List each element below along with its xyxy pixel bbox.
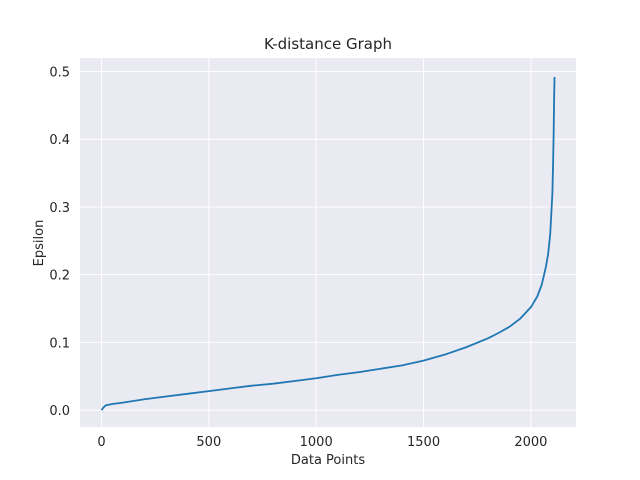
y-tick-label: 0.3 <box>49 201 70 216</box>
plot-background <box>80 58 576 427</box>
y-tick-label: 0.0 <box>49 404 70 419</box>
y-tick-label: 0.2 <box>49 269 70 284</box>
y-tick-label: 0.5 <box>49 66 70 81</box>
x-tick-label: 1000 <box>300 435 333 450</box>
x-tick-label: 2000 <box>514 435 547 450</box>
y-tick-label: 0.4 <box>49 133 70 148</box>
x-tick-label: 500 <box>196 435 221 450</box>
x-tick-labels: 0 500 1000 1500 2000 <box>97 435 547 450</box>
x-tick-label: 0 <box>97 435 105 450</box>
y-tick-label: 0.1 <box>49 336 70 351</box>
x-axis-label: Data Points <box>291 453 365 468</box>
y-axis-label: Epsilon <box>32 220 47 267</box>
chart-title: K-distance Graph <box>264 35 392 53</box>
k-distance-line <box>100 76 556 411</box>
x-tick-label: 1500 <box>407 435 440 450</box>
y-tick-labels: 0.0 0.1 0.2 0.3 0.4 0.5 <box>49 66 70 420</box>
grid-lines <box>80 58 576 427</box>
